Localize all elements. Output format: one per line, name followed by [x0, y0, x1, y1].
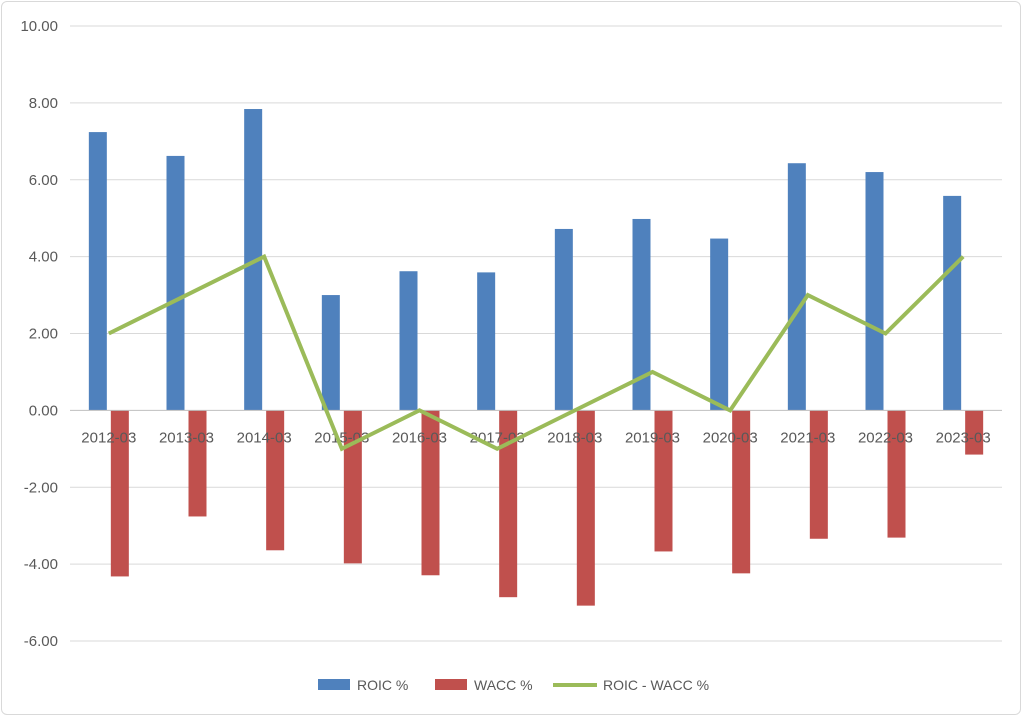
x-tick-label: 2022-03: [858, 429, 913, 446]
bars: [88, 109, 984, 606]
wacc-bar: [421, 410, 440, 576]
x-tick-label: 2021-03: [780, 429, 835, 446]
roic-bar: [166, 155, 185, 411]
x-tick-label: 2019-03: [625, 429, 680, 446]
legend-roic-swatch: [318, 679, 350, 690]
wacc-bar: [266, 410, 285, 551]
x-tick-label: 2016-03: [392, 429, 447, 446]
y-tick-label: 6.00: [29, 172, 58, 189]
y-tick-label: -2.00: [24, 479, 58, 496]
roic-bar: [554, 228, 573, 411]
y-tick-label: -4.00: [24, 556, 58, 573]
wacc-bar: [499, 410, 518, 598]
legend-wacc-label: WACC %: [474, 677, 533, 693]
wacc-bar: [343, 410, 362, 564]
x-tick-label: 2020-03: [703, 429, 758, 446]
wacc-bar: [654, 410, 673, 552]
roic-bar: [88, 132, 107, 411]
roic-bar: [865, 172, 884, 411]
roic-bar: [321, 295, 340, 411]
x-tick-label: 2023-03: [936, 429, 991, 446]
wacc-bar: [965, 410, 984, 455]
wacc-bar: [809, 410, 828, 539]
gridlines: [70, 25, 1002, 642]
x-tick-label: 2012-03: [81, 429, 136, 446]
roic-bar: [710, 238, 729, 411]
roic-minus-wacc-line: [107, 253, 965, 452]
x-tick-label: 2013-03: [159, 429, 214, 446]
roic-bar: [477, 272, 496, 411]
x-tick-label: 2018-03: [547, 429, 602, 446]
y-tick-label: 2.00: [29, 326, 58, 343]
legend-roic-minus-wacc-label: ROIC - WACC %: [603, 677, 709, 693]
roic-bar: [244, 109, 263, 411]
y-tick-label: 10.00: [20, 18, 58, 35]
legend: ROIC % WACC % ROIC - WACC %: [318, 677, 709, 693]
line-series: [107, 253, 965, 452]
legend-wacc-swatch: [435, 679, 467, 690]
y-tick-label: -6.00: [24, 633, 58, 650]
legend-roic-label: ROIC %: [357, 677, 408, 693]
y-tick-label: 8.00: [29, 95, 58, 112]
wacc-bar: [887, 410, 906, 538]
roic-bar: [943, 195, 962, 411]
y-tick-label: 0.00: [29, 402, 58, 419]
wacc-bar: [732, 410, 751, 574]
wacc-bar: [110, 410, 129, 577]
wacc-bar: [188, 410, 207, 517]
y-axis-ticks: 10.00 8.00 6.00 4.00 2.00 0.00 -2.00 -4.00 -6.00: [20, 18, 58, 650]
x-tick-label: 2014-03: [237, 429, 292, 446]
roic-bar: [787, 163, 806, 411]
roic-bar: [399, 271, 418, 411]
wacc-bar: [576, 410, 595, 606]
roic-bar: [632, 218, 651, 411]
y-tick-label: 4.00: [29, 249, 58, 266]
